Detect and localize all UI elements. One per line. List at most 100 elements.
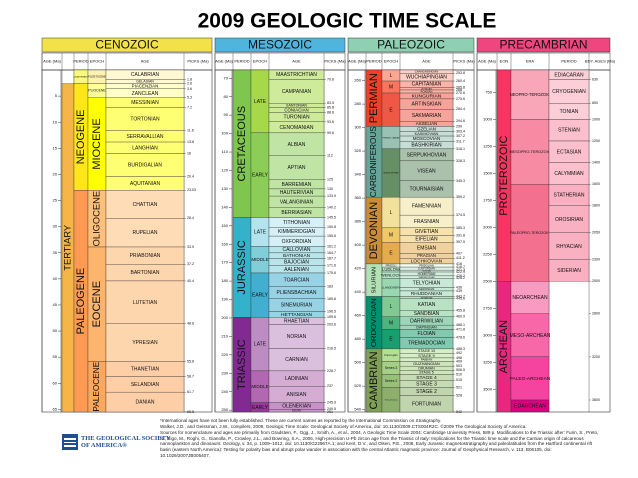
pick-label: 328.3 xyxy=(456,159,465,163)
unit-label: TELYCHIAN xyxy=(413,280,441,286)
unit-label: ASSELIAN xyxy=(416,121,437,126)
age-tick-label: 2500 xyxy=(483,278,493,283)
pick-label: 299 xyxy=(456,124,462,128)
pick-label: 1200 xyxy=(592,139,600,143)
column-header: AGE (Ma) xyxy=(348,59,366,64)
unit-label: L xyxy=(390,73,393,79)
unit-label: DARRIWILIAN xyxy=(410,318,443,324)
unit-label: LANGHIAN xyxy=(132,145,158,151)
unit-label: M xyxy=(389,233,393,239)
pick-label: 506.5 xyxy=(456,368,465,372)
pick-label: 199.6 xyxy=(327,315,336,319)
age-tick-label: 240 xyxy=(221,389,228,394)
unit-label: STAGE 3 xyxy=(416,381,437,387)
unit-label: PRIDOLIAN xyxy=(419,263,434,267)
pick-label: 164.7 xyxy=(327,251,336,255)
pick-label: 510 xyxy=(456,372,462,376)
column-header: AGE xyxy=(422,59,431,64)
unit-label: BARTONIAN xyxy=(131,270,160,276)
pick-label: 488.3 xyxy=(456,347,465,351)
pick-label: 385.3 xyxy=(456,226,465,230)
time-unit xyxy=(105,323,185,362)
pick-label: 275.6 xyxy=(456,97,465,101)
unit-label: GIVETIAN xyxy=(415,229,439,235)
unit-label: BARREMIAN xyxy=(282,182,312,188)
logo-emblem xyxy=(62,434,78,450)
logo-line: THE GEOLOGICAL SOCIETY xyxy=(81,435,171,442)
pick-label: 460.9 xyxy=(456,315,465,319)
unit-label: DRUMIAN xyxy=(418,366,435,370)
unit-label: CONIACIAN xyxy=(284,107,308,112)
era-header xyxy=(214,37,346,53)
pick-label: 850 xyxy=(592,101,598,105)
column-header: PICKS (Ma) xyxy=(187,59,209,64)
pick-label: 161.2 xyxy=(327,244,336,248)
unit-label: LLANDOVERY xyxy=(382,285,401,289)
unit-label: ANISIAN xyxy=(286,392,306,398)
pick-label: 37.2 xyxy=(187,262,194,266)
unit-label: LUTETIAN xyxy=(133,300,158,306)
column-header: EON xyxy=(500,59,509,64)
pick-label: 40.4 xyxy=(187,279,194,283)
age-tick-label: 10 xyxy=(53,119,58,124)
age-tick-label: 110 xyxy=(222,149,229,154)
unit-label: PLEISTOCENE xyxy=(88,76,106,79)
pick-label: 260.4 xyxy=(456,79,465,83)
unit-label: LUDFORDIAN xyxy=(418,267,435,271)
age-tick-label: 55 xyxy=(53,354,58,359)
pick-label: 428.2 xyxy=(456,276,465,280)
pick-label: 391.8 xyxy=(456,233,465,237)
unit-label: SANTONIAN xyxy=(286,103,307,107)
pick-label: 16 xyxy=(187,151,191,155)
unit-label: VISEAN xyxy=(417,168,436,174)
pick-label: 1400 xyxy=(592,161,600,165)
logo-line: OF AMERICA® xyxy=(81,442,127,449)
column-header: PERIOD xyxy=(366,59,381,64)
unit-label: SERRAVALLIAN xyxy=(126,134,163,140)
pick-label: 426.2 xyxy=(456,274,465,278)
column-header: PERIOD xyxy=(234,59,249,64)
age-tick-label: 520 xyxy=(354,383,361,388)
unit-label: ZANCLEAN xyxy=(132,91,159,97)
unit-label: BERRIASIAN xyxy=(281,210,312,216)
unit-label: FORTUNIAN xyxy=(412,401,441,407)
unit-label: KATIAN xyxy=(418,302,436,308)
pick-label: 48.6 xyxy=(187,322,194,326)
age-tick-label: 750 xyxy=(485,90,492,95)
unit-label: E xyxy=(389,337,393,343)
age-tick-label: 280 xyxy=(354,101,361,106)
time-unit xyxy=(105,218,185,248)
unit-label: SANDBIAN xyxy=(414,311,440,317)
pick-label: 1000 xyxy=(592,117,600,121)
unit-label: Terre-neuvian xyxy=(385,399,399,401)
age-tick-label: 440 xyxy=(354,289,361,294)
unit-label: OLENEKIAN xyxy=(282,403,311,409)
unit-label: SAKMARIAN xyxy=(412,113,442,119)
age-tick-label: 50 xyxy=(53,328,58,333)
unit-label: LOCHKOVIAN xyxy=(411,259,443,265)
pick-label: 445.6 xyxy=(456,297,465,301)
column-header: AGE (Ma) xyxy=(215,59,233,64)
time-unit xyxy=(510,356,550,401)
pick-label: 93.6 xyxy=(327,120,334,124)
pick-label: 318.1 xyxy=(456,147,465,151)
unit-label: PLIOCENE xyxy=(88,89,106,93)
pick-label: 436 xyxy=(456,285,462,289)
age-tick-label: 1000 xyxy=(483,116,493,121)
time-unit xyxy=(510,69,550,120)
pick-label: 411.2 xyxy=(456,256,465,260)
age-tick-label: 380 xyxy=(354,219,361,224)
unit-label: TOURNAISIAN xyxy=(409,187,443,193)
unit-label: TOARCIAN xyxy=(284,277,310,283)
unit-label: BASHKIRIAN xyxy=(411,143,442,149)
pick-label: 418.7 xyxy=(456,265,465,269)
pick-label: 189.6 xyxy=(327,297,336,301)
unit-label: RHUDDANIAN xyxy=(411,291,442,296)
unit-label: EIFELIAN xyxy=(415,236,438,242)
pick-label: 439 xyxy=(456,289,462,293)
age-tick-label: 340 xyxy=(354,172,361,177)
pick-label: 542 xyxy=(456,410,462,414)
age-tick-label: 2000 xyxy=(483,224,493,229)
pick-label: 265.8 xyxy=(456,85,465,89)
